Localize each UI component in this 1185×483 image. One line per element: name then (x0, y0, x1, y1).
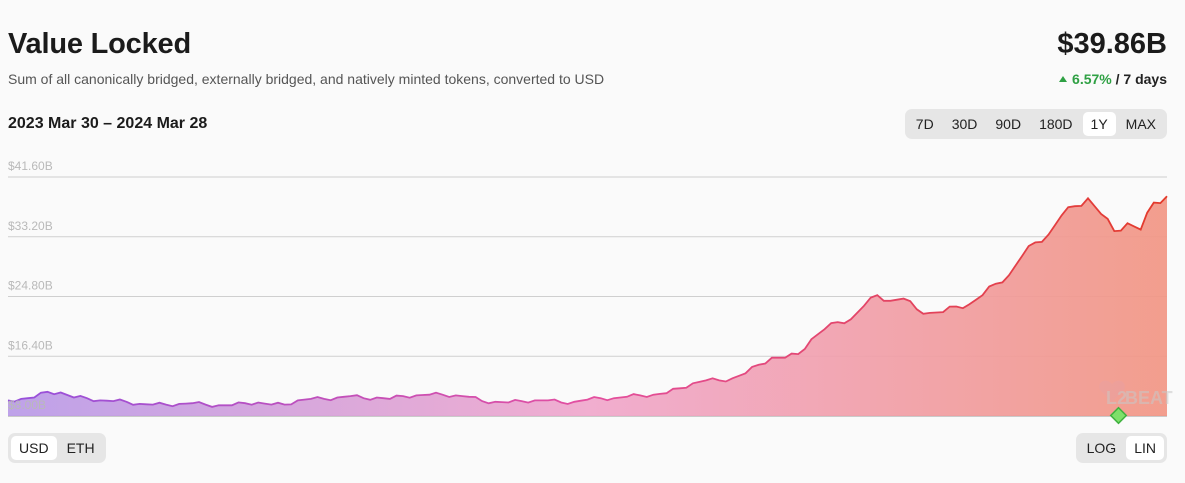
time-option-max[interactable]: MAX (1125, 116, 1156, 132)
scale-option-log[interactable]: LOG (1086, 440, 1117, 456)
y-axis-labels: $8.00B $16.40B $24.80B $33.20B $41.60B (8, 159, 53, 412)
change-period: / 7 days (1115, 71, 1167, 87)
page-title: Value Locked (8, 28, 191, 60)
currency-selector: USD ETH (8, 433, 106, 463)
page-subtitle: Sum of all canonically bridged, external… (8, 71, 605, 87)
y-tick-label: $24.80B (8, 279, 53, 293)
change-percent: 6.57% (1072, 71, 1112, 87)
y-tick-label: $33.20B (8, 219, 53, 233)
total-value: $39.86B (1057, 28, 1167, 60)
y-tick-label: $8.00B (8, 398, 46, 412)
y-tick-label: $41.60B (8, 159, 53, 173)
area-fill (8, 196, 1167, 416)
current-point-marker[interactable] (1109, 406, 1128, 425)
y-tick-label: $16.40B (8, 338, 53, 352)
arrow-up-icon (1059, 76, 1068, 82)
scale-selector: LOG LIN (1075, 433, 1167, 463)
time-range-selector: 7D 30D 90D 180D 1Y MAX (904, 109, 1167, 139)
time-option-30d[interactable]: 30D (951, 116, 978, 132)
time-option-7d[interactable]: 7D (915, 116, 934, 132)
logo-text: BEAT (1125, 388, 1173, 408)
series-line (7, 195, 1168, 408)
date-range: 2023 Mar 30 – 2024 Mar 28 (8, 115, 208, 132)
scale-option-lin[interactable]: LIN (1126, 436, 1164, 460)
time-option-180d[interactable]: 180D (1039, 116, 1073, 132)
time-option-1y[interactable]: 1Y (1082, 112, 1116, 136)
value-locked-chart: $8.00B $16.40B $24.80B $33.20B $41.60B L2 BE… (7, 159, 1173, 425)
l2beat-logo: L2 BEAT (1099, 380, 1173, 408)
time-option-90d[interactable]: 90D (995, 116, 1022, 132)
change-indicator: 6.57% / 7 days (1059, 71, 1167, 87)
currency-option-usd[interactable]: USD (11, 436, 57, 460)
currency-option-eth[interactable]: ETH (66, 440, 95, 456)
heart-icon (1099, 380, 1125, 402)
logo-glyph: L2 (1106, 388, 1127, 408)
